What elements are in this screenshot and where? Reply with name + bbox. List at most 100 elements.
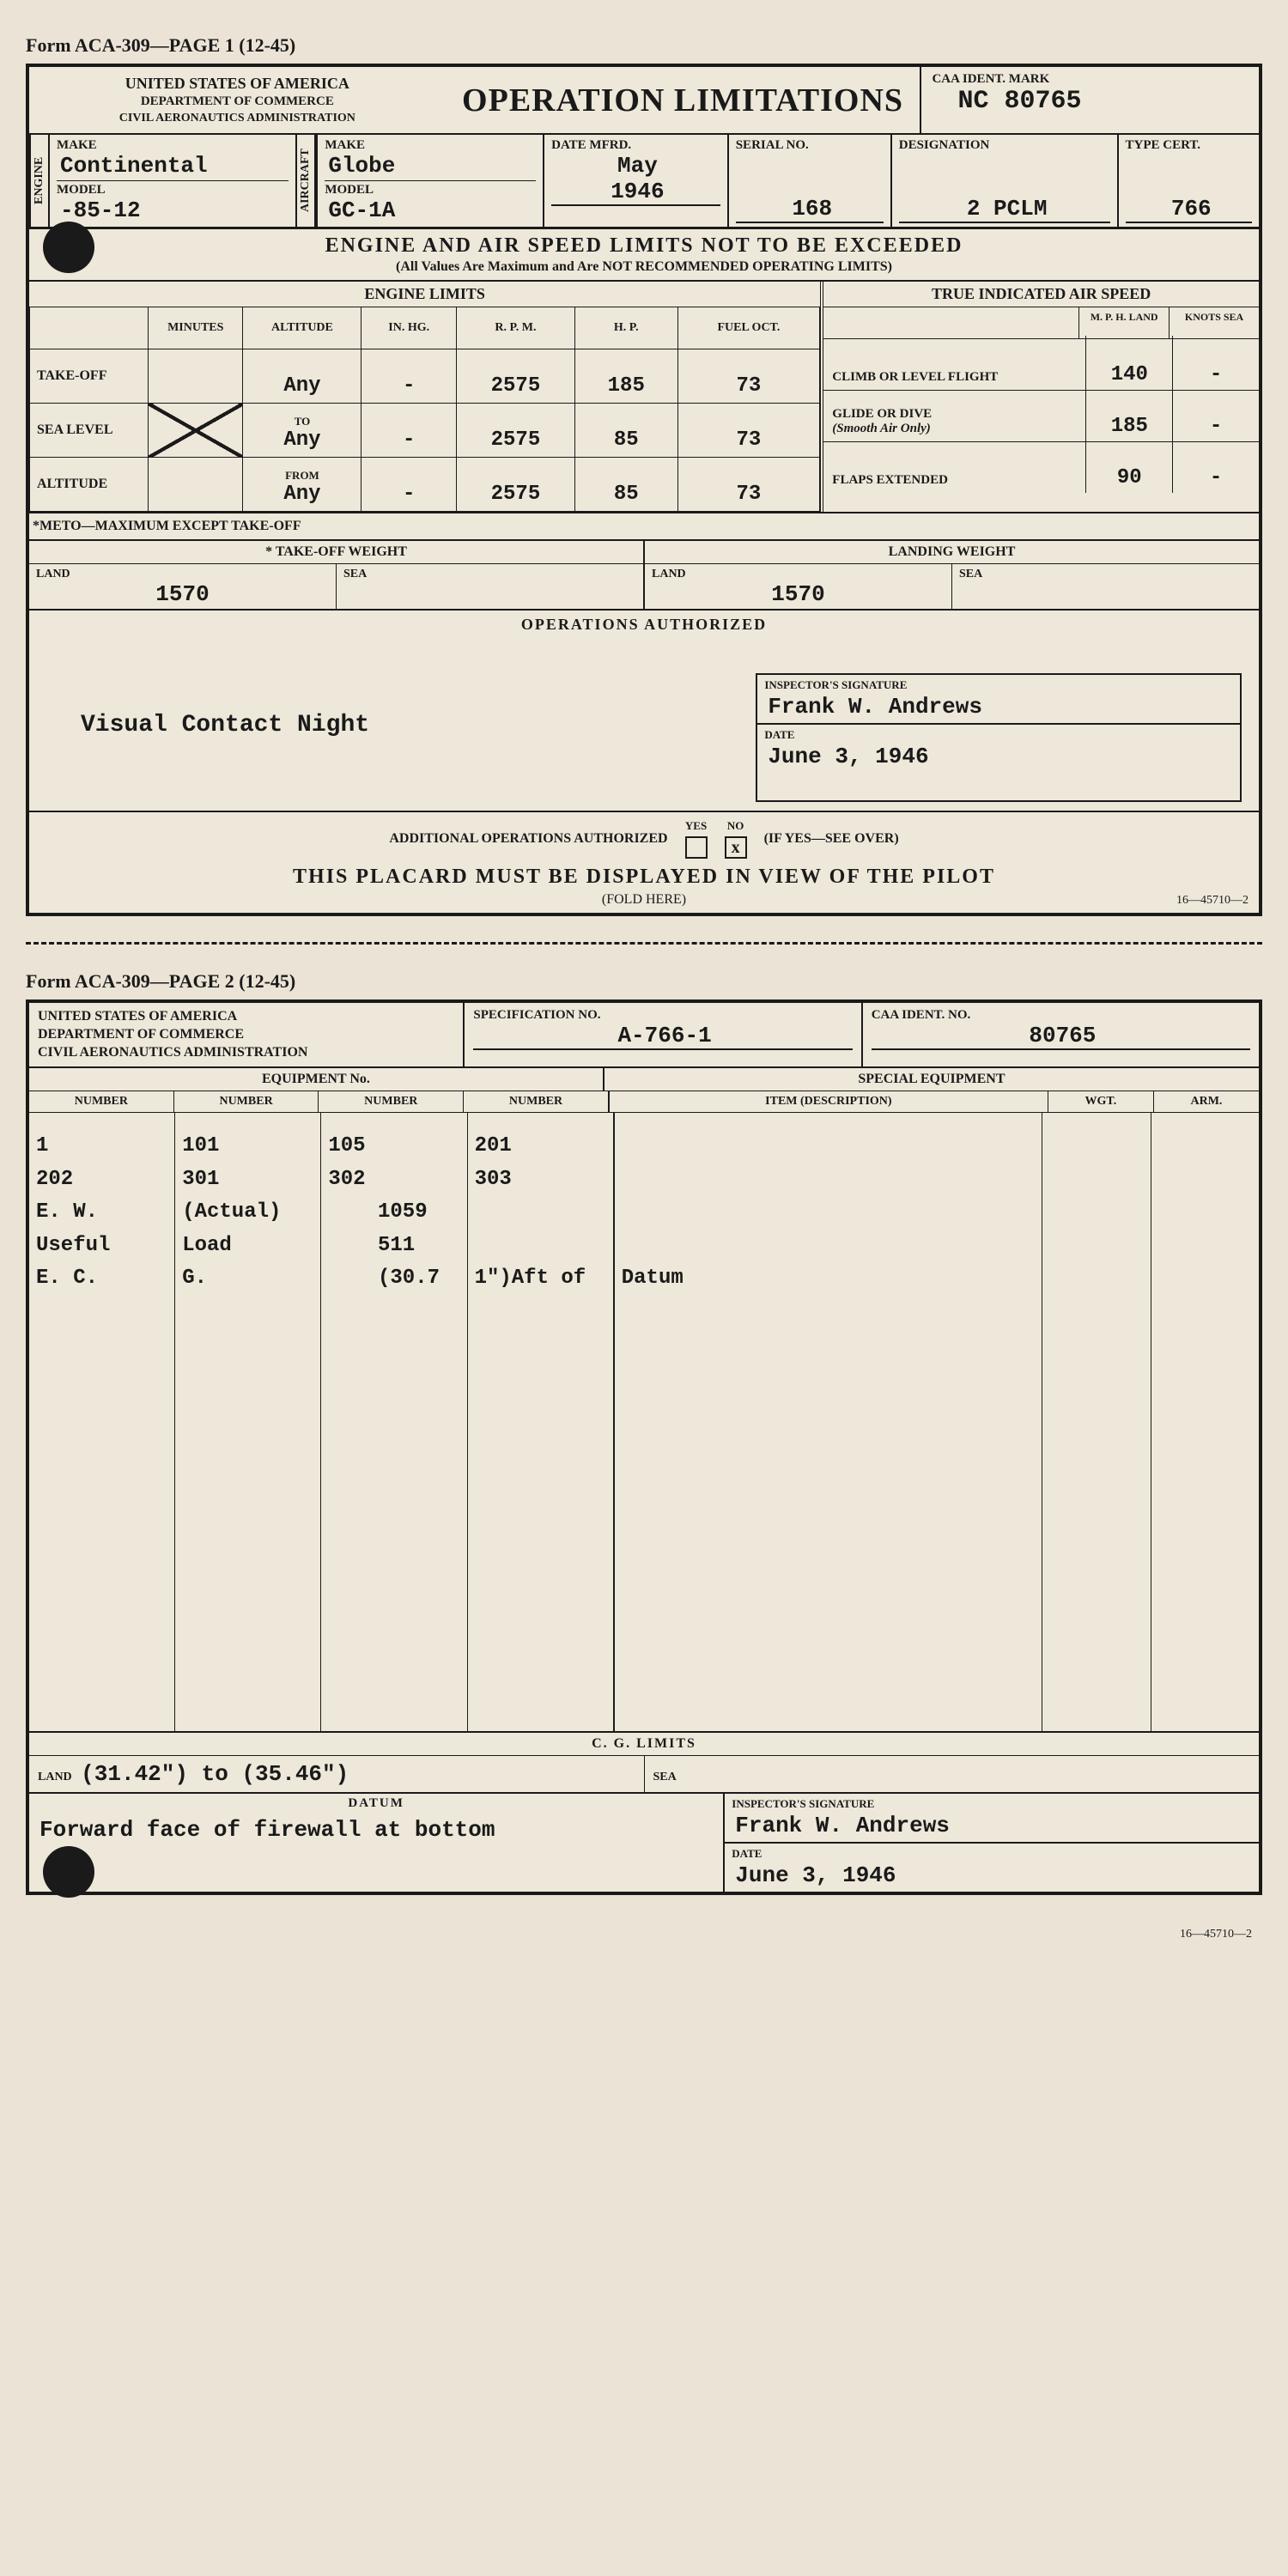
cell: FROMAny xyxy=(243,458,361,512)
cell: - xyxy=(361,349,456,404)
ops-authorized-head: OPERATIONS AUTHORIZED xyxy=(29,611,1259,639)
cg-limits-head: C. G. LIMITS xyxy=(29,1733,1259,1756)
limits-wrap: ENGINE LIMITS MINUTES ALTITUDE IN. HG. R… xyxy=(29,282,1259,513)
engine-table: MINUTES ALTITUDE IN. HG. R. P. M. H. P. … xyxy=(29,307,820,512)
equip-cols: NUMBER NUMBER NUMBER NUMBER ITEM (DESCRI… xyxy=(29,1091,1259,1113)
form-box-2: UNITED STATES OF AMERICA DEPARTMENT OF C… xyxy=(26,999,1262,1895)
caa-label: CAA IDENT. NO. xyxy=(872,1008,1250,1023)
designation-label: DESIGNATION xyxy=(899,138,1110,153)
page-1: Form ACA-309—PAGE 1 (12-45) UNITED STATE… xyxy=(26,34,1262,916)
datum-block: DATUM Forward face of firewall at bottom xyxy=(29,1794,723,1892)
airspeed-knots: - xyxy=(1172,387,1259,441)
equip-col: 105 302 1059 511 (30.7 xyxy=(320,1113,466,1731)
engine-limits: ENGINE LIMITS MINUTES ALTITUDE IN. HG. R… xyxy=(29,282,820,512)
yes-checkbox[interactable] xyxy=(685,836,708,859)
col-number: NUMBER xyxy=(463,1091,608,1112)
row-takeoff: TAKE-OFF xyxy=(30,349,149,404)
equip-col: 101 301 (Actual) Load G. xyxy=(174,1113,320,1731)
agency-line: DEPARTMENT OF COMMERCE xyxy=(39,94,435,111)
caa-mark-block: CAA IDENT. MARK NC 80765 xyxy=(920,67,1259,133)
aircraft-model: GC-1A xyxy=(325,197,536,223)
sig-value: Frank W. Andrews xyxy=(757,692,1240,725)
cell: 2575 xyxy=(456,349,574,404)
form-number: 16—45710—2 xyxy=(1176,894,1249,908)
cell: TOAny xyxy=(243,404,361,458)
row-sealevel: SEA LEVEL xyxy=(30,404,149,458)
airspeed-col-head: M. P. H. LAND KNOTS SEA xyxy=(823,307,1259,339)
sig-label: INSPECTOR'S SIGNATURE xyxy=(757,675,1240,692)
agency-block: UNITED STATES OF AMERICA DEPARTMENT OF C… xyxy=(29,67,446,133)
col-number: NUMBER xyxy=(173,1091,319,1112)
special-head: SPECIAL EQUIPMENT xyxy=(603,1068,1259,1091)
landing-weight: LANDING WEIGHT LAND1570 SEA xyxy=(643,541,1259,609)
date-label: DATE xyxy=(757,725,1240,742)
caa-value: 80765 xyxy=(872,1023,1250,1050)
aircraft-cell: MAKE Globe MODEL GC-1A xyxy=(316,135,543,227)
cg-land: LAND (31.42") to (35.46") xyxy=(29,1756,644,1792)
sig-label: INSPECTOR'S SIGNATURE xyxy=(725,1794,1259,1811)
takeoff-weight: * TAKE-OFF WEIGHT LAND1570 SEA xyxy=(29,541,643,609)
engine-make-label: MAKE xyxy=(57,138,289,153)
form-box-1: UNITED STATES OF AMERICA DEPARTMENT OF C… xyxy=(26,64,1262,916)
col-wgt: WGT. xyxy=(1048,1091,1153,1112)
airspeed-knots: - xyxy=(1172,439,1259,493)
agency-line: CIVIL AERONAUTICS ADMINISTRATION xyxy=(39,111,435,126)
designation-cell: DESIGNATION 2 PCLM xyxy=(890,135,1117,227)
equip-col: Datum xyxy=(613,1113,1042,1731)
date-value: June 3, 1946 xyxy=(757,742,1240,773)
cell xyxy=(149,349,243,404)
yes-label: YES xyxy=(685,819,707,833)
col-inhg: IN. HG. xyxy=(361,307,456,349)
form-header-1: Form ACA-309—PAGE 1 (12-45) xyxy=(26,34,1262,57)
engine-model: -85-12 xyxy=(57,197,289,223)
airspeed-label: GLIDE OR DIVE(Smooth Air Only) xyxy=(823,402,1085,441)
engine-cell: MAKE Continental MODEL -85-12 xyxy=(48,135,295,227)
additional-ops-row: ADDITIONAL OPERATIONS AUTHORIZED YES NO … xyxy=(29,812,1259,862)
cell-x xyxy=(149,404,243,458)
aircraft-vert-label: AIRCRAFT xyxy=(295,135,316,227)
equip-head-row: EQUIPMENT No. SPECIAL EQUIPMENT xyxy=(29,1068,1259,1091)
signature-block: INSPECTOR'S SIGNATURE Frank W. Andrews D… xyxy=(756,673,1242,802)
serial-cell: SERIAL NO. 168 xyxy=(727,135,890,227)
equip-col: 201 303 1")Aft of xyxy=(467,1113,613,1731)
date-mfrd-cell: DATE MFRD. May 1946 xyxy=(543,135,727,227)
cell: 2575 xyxy=(456,458,574,512)
col-fuel: FUEL OCT. xyxy=(677,307,820,349)
agency-block: UNITED STATES OF AMERICA DEPARTMENT OF C… xyxy=(29,1003,463,1066)
aircraft-model-label: MODEL xyxy=(325,183,536,197)
landing-land: LAND1570 xyxy=(645,564,951,609)
airspeed-mph: 185 xyxy=(1085,387,1172,441)
takeoff-land: LAND1570 xyxy=(29,564,336,609)
cg-row: LAND (31.42") to (35.46") SEA xyxy=(29,1756,1259,1794)
spec-value: A-766-1 xyxy=(473,1023,852,1050)
datum-row: DATUM Forward face of firewall at bottom… xyxy=(29,1794,1259,1892)
row-altitude: ALTITUDE xyxy=(30,458,149,512)
col-item: ITEM (DESCRIPTION) xyxy=(608,1091,1048,1112)
takeoff-head: * TAKE-OFF WEIGHT xyxy=(29,541,643,564)
punch-hole xyxy=(43,1846,94,1898)
col-mph: M. P. H. LAND xyxy=(1078,307,1169,338)
col-minutes: MINUTES xyxy=(149,307,243,349)
equip-col: 1 202 E. W. Useful E. C. xyxy=(29,1113,174,1731)
col-knots: KNOTS SEA xyxy=(1169,307,1259,338)
equip-body: 1 202 E. W. Useful E. C. 101 301 (Actual… xyxy=(29,1113,1259,1733)
form-number: 16—45710—2 xyxy=(26,1921,1262,1941)
meto-note: *METO—MAXIMUM EXCEPT TAKE-OFF xyxy=(29,513,1259,541)
col-arm: ARM. xyxy=(1153,1091,1259,1112)
caa-mark-value: NC 80765 xyxy=(932,87,1081,116)
spec-label: SPECIFICATION NO. xyxy=(473,1008,852,1023)
cell: 85 xyxy=(574,404,677,458)
cell: - xyxy=(361,404,456,458)
typecert-label: TYPE CERT. xyxy=(1126,138,1252,153)
equip-head: EQUIPMENT No. xyxy=(29,1068,603,1091)
limits-title: ENGINE AND AIR SPEED LIMITS NOT TO BE EX… xyxy=(29,229,1259,259)
cell: 85 xyxy=(574,458,677,512)
airspeed-mph: 140 xyxy=(1085,336,1172,390)
date-mfrd-month: May xyxy=(551,153,720,179)
col-altitude: ALTITUDE xyxy=(243,307,361,349)
cell: Any xyxy=(243,349,361,404)
no-checkbox[interactable]: x xyxy=(725,836,747,859)
engine-vert-label: ENGINE xyxy=(29,135,48,227)
datum-head: DATUM xyxy=(29,1794,723,1814)
cell: 185 xyxy=(574,349,677,404)
